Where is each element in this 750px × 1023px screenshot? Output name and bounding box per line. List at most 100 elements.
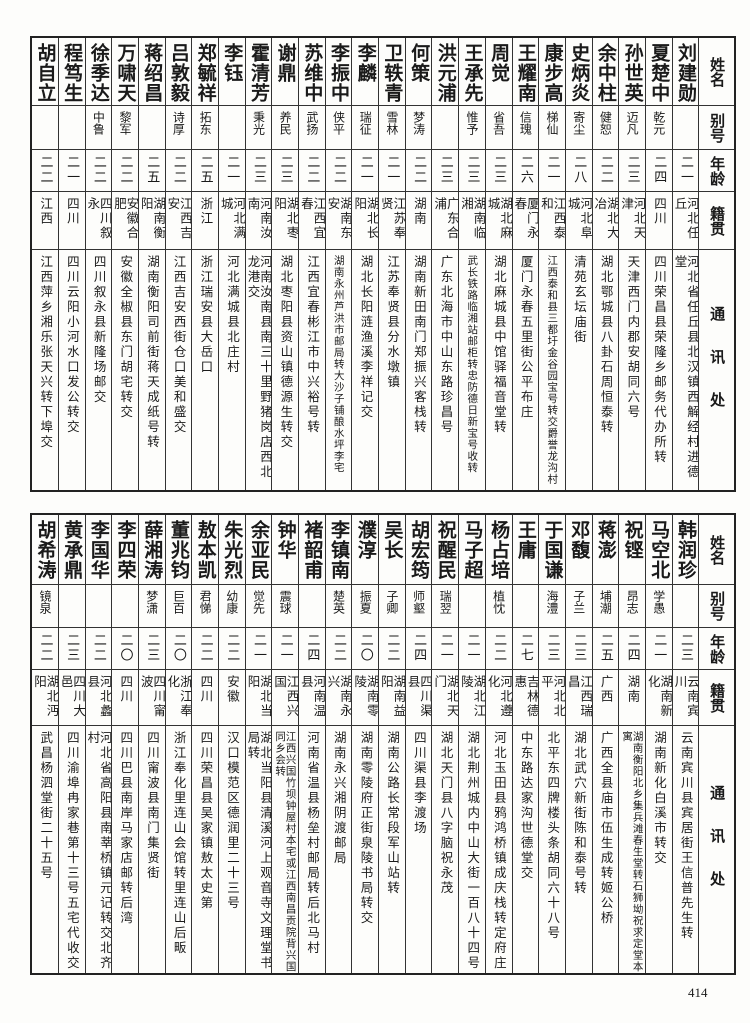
address-text: 湖南零陵府正街泉陵书局转交 bbox=[358, 731, 374, 926]
name-cell: 李国华 bbox=[85, 515, 112, 585]
alias-cell: 镜泉 bbox=[32, 585, 58, 628]
table-row: 朱光烈 幼康 二二 安徽 汉口模范区德润里二十三号 bbox=[217, 515, 245, 973]
age-text: 二四 bbox=[651, 155, 667, 185]
header-column: 姓名 别号 年龄 籍贯 通讯处 bbox=[698, 38, 734, 490]
name-text: 史炳炎 bbox=[568, 43, 591, 103]
table-row: 卫轶青 雪林 二一 江苏奉贤 江苏奉贤县分水墩镇 bbox=[378, 38, 405, 490]
address-cell: 江西宜春彬江市中兴裕号转 bbox=[299, 250, 325, 490]
address-text: 武昌杨泗堂街二十五号 bbox=[38, 731, 54, 881]
table-row: 李四荣 二〇 四川 四川巴县南岸马家店邮转后湾 bbox=[111, 515, 138, 973]
native-cell: 河北满城 bbox=[218, 192, 245, 250]
name-text: 王耀南 bbox=[514, 43, 537, 103]
name-text: 马空北 bbox=[648, 520, 671, 580]
address-text: 天津西门内郡安胡同六号 bbox=[625, 255, 641, 420]
alias-text: 迈凡 bbox=[625, 111, 640, 135]
address-text: 河北玉田县鸦鸿桥镇成庆栈转定府庄 bbox=[491, 731, 507, 971]
alias-cell: 子卿 bbox=[379, 585, 405, 628]
table-row: 史炳炎 寄尘 二八 河北阜城 清苑玄坛庙街 bbox=[564, 38, 592, 490]
name-cell: 胡希涛 bbox=[32, 515, 58, 585]
name-text: 褚韶甫 bbox=[301, 520, 324, 580]
alias-text: 子兰 bbox=[571, 590, 586, 614]
name-cell: 董兆钧 bbox=[165, 515, 192, 585]
name-cell: 史炳炎 bbox=[565, 38, 592, 106]
native-text: 四川 bbox=[198, 675, 214, 704]
alias-text: 楚英 bbox=[331, 590, 346, 614]
native-text: 湖北长阳 bbox=[352, 197, 379, 241]
alias-cell bbox=[32, 106, 58, 150]
alias-text: 秉光 bbox=[251, 111, 266, 135]
alias-cell: 养民 bbox=[272, 106, 298, 150]
address-text: 湖南新田南门郑振兴客栈转 bbox=[411, 255, 427, 435]
native-cell: 江西 bbox=[32, 192, 58, 250]
age-cell: 二三 bbox=[432, 150, 459, 192]
address-cell: 湖北麻城县中馆驿福音堂转 bbox=[486, 250, 512, 490]
alias-cell: 幼康 bbox=[218, 585, 245, 628]
native-cell: 湖南永兴 bbox=[325, 670, 352, 726]
age-text: 二二 bbox=[37, 633, 53, 663]
alias-cell: 君悌 bbox=[192, 585, 218, 628]
native-text: 广东合浦 bbox=[432, 197, 459, 241]
age-text: 二二 bbox=[491, 633, 507, 663]
name-cell: 邓馥 bbox=[565, 515, 592, 585]
age-text: 二二 bbox=[411, 155, 427, 185]
address-cell: 江西泰和县三都圩金谷园宝号转交爵誉龙沟村 bbox=[539, 250, 565, 490]
native-text: 湖南 bbox=[411, 197, 427, 226]
name-cell: 蒋绍昌 bbox=[138, 38, 165, 106]
alias-cell: 振夏 bbox=[352, 585, 379, 628]
age-text: 二〇 bbox=[170, 633, 186, 663]
alias-text: 觉先 bbox=[251, 590, 266, 614]
name-text: 余中柱 bbox=[594, 43, 617, 103]
header-label: 通讯处 bbox=[708, 785, 727, 914]
address-text: 云南宾川县宾居街王信普先生转 bbox=[678, 731, 694, 941]
native-cell: 湖南益阳 bbox=[379, 670, 405, 726]
alias-cell: 惟予 bbox=[459, 106, 485, 150]
age-cell: 二六 bbox=[512, 150, 539, 192]
alias-cell: 巨百 bbox=[165, 585, 192, 628]
table-row: 苏维中 武扬 二二 江西宜春 江西宜春彬江市中兴裕号转 bbox=[298, 38, 325, 490]
table-row: 霍清芳 秉光 二三 河南汝南 河南汝南县南三十里野猪岗店西北龙港交 bbox=[244, 38, 272, 490]
age-cell: 二三 bbox=[245, 150, 272, 192]
table-row: 蒋澎 埔潮 二五 广西 广西全县庙市伍生成转姬公桥 bbox=[591, 515, 619, 973]
name-cell: 李镇南 bbox=[325, 515, 352, 585]
native-cell: 河北北平 bbox=[539, 670, 565, 726]
header-cell-address: 通讯处 bbox=[699, 726, 734, 973]
alias-text: 雪林 bbox=[384, 111, 399, 135]
address-text: 湖南永州芦洪市邮局转大沙子铺酿水坪李宅 bbox=[332, 255, 345, 474]
alias-cell: 昂志 bbox=[619, 585, 645, 628]
alias-text: 侠平 bbox=[331, 111, 346, 135]
age-cell: 二一 bbox=[379, 150, 405, 192]
age-cell: 二一 bbox=[58, 150, 85, 192]
age-text: 二一 bbox=[464, 633, 480, 663]
address-text: 江西萍乡湘乐张天兴转下埠交 bbox=[38, 255, 54, 450]
name-cell: 孙世英 bbox=[619, 38, 645, 106]
table-row: 洪元浦 二三 广东合浦 广东北海市中山东路珍昌号 bbox=[431, 38, 459, 490]
native-cell: 河南汝南 bbox=[245, 192, 272, 250]
roster-table-bottom: 姓名 别号 年龄 籍贯 通讯处 韩润珍 二三 云南宾川 云南宾川县宾居街王信普先生转 马空北 学愚二… bbox=[30, 513, 736, 975]
native-cell: 湖北江陵 bbox=[459, 670, 485, 726]
name-text: 吴长 bbox=[381, 520, 404, 560]
name-text: 蒋绍昌 bbox=[141, 43, 164, 103]
age-text: 二二 bbox=[331, 633, 347, 663]
address-text: 四川渝埠冉家巷第十三号五宅代收交 bbox=[64, 731, 80, 971]
alias-cell: 楚英 bbox=[325, 585, 352, 628]
address-cell: 浙江奉化里连山会馆转里连山后畈 bbox=[166, 726, 192, 973]
native-cell: 安徽 bbox=[218, 670, 245, 726]
native-cell: 四川大邑 bbox=[58, 670, 85, 726]
age-cell: 二二 bbox=[85, 628, 112, 670]
address-cell: 湖南新化白溪市转交 bbox=[646, 726, 672, 973]
age-cell: 二一 bbox=[218, 150, 245, 192]
age-text: 二〇 bbox=[117, 633, 133, 663]
table-row: 敖本凯 君悌 二二 四川 四川荣昌县吴家镇敖太史第 bbox=[191, 515, 218, 973]
name-text: 于国谦 bbox=[541, 520, 564, 580]
address-cell: 四川巴县南岸马家店邮转后湾 bbox=[112, 726, 138, 973]
native-cell: 浙江 bbox=[192, 192, 218, 250]
table-row: 蒋绍昌 二五 湖南衡阳 湖南衡阳司前街蒋天成纸号转 bbox=[137, 38, 165, 490]
alias-cell bbox=[85, 585, 112, 628]
native-cell: 四川渠县 bbox=[405, 670, 432, 726]
table-row: 万啸天 黎军 二二 安徽合肥 安徽全椒县东门胡宅转交 bbox=[111, 38, 138, 490]
name-text: 胡宏筠 bbox=[408, 520, 431, 580]
age-cell: 二三 bbox=[138, 628, 165, 670]
alias-text: 梦涛 bbox=[411, 111, 426, 135]
native-text: 湖南 bbox=[625, 675, 641, 704]
